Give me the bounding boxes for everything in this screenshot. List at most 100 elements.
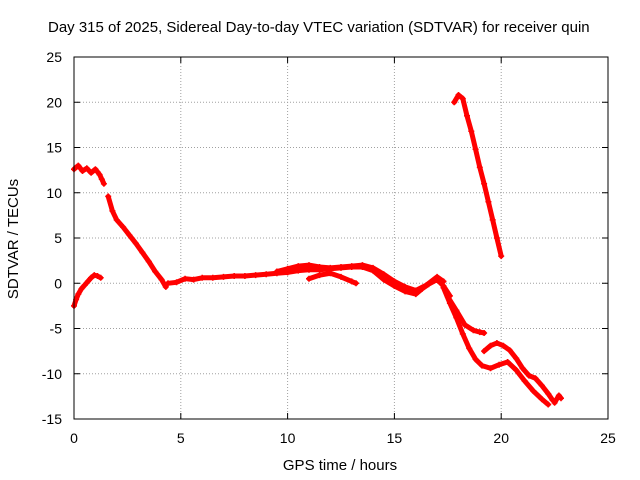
data-point — [479, 362, 485, 369]
data-point — [493, 235, 500, 241]
y-tick-label: 0 — [54, 275, 62, 291]
data-point — [464, 112, 470, 119]
data-point — [455, 92, 462, 98]
data-point — [487, 342, 494, 349]
data-point — [380, 271, 387, 278]
data-point — [98, 176, 105, 183]
data-point — [519, 365, 526, 372]
data-point — [500, 342, 507, 349]
data-point — [306, 275, 312, 282]
data-point — [105, 193, 112, 200]
series-track-early-low — [71, 272, 104, 309]
data-point — [165, 280, 171, 287]
y-tick-label: 20 — [46, 94, 62, 110]
data-point — [380, 276, 387, 283]
y-tick-label: 5 — [54, 230, 62, 246]
data-point — [75, 162, 82, 169]
data-point — [199, 274, 206, 281]
series-band — [552, 393, 564, 406]
x-tick-label: 20 — [493, 430, 509, 446]
data-point — [498, 253, 505, 260]
data-point — [241, 273, 248, 279]
y-tick-label: -5 — [50, 321, 63, 337]
series-track-flat-upper — [273, 262, 447, 294]
series-band — [451, 92, 504, 259]
data-point — [530, 387, 537, 394]
series-track-fall-upper — [444, 293, 488, 336]
data-point — [145, 258, 152, 265]
data-point — [273, 268, 280, 275]
series-track-steep — [451, 92, 505, 260]
data-point — [109, 207, 116, 214]
data-point — [532, 375, 539, 382]
data-point — [120, 224, 127, 231]
series-band — [105, 193, 169, 290]
series-band — [71, 163, 107, 187]
data-point — [209, 274, 216, 281]
series-track-decline — [105, 193, 169, 290]
data-point — [81, 282, 88, 289]
data-point — [370, 264, 376, 271]
y-axis-title: SDTVAR / TECUs — [5, 179, 22, 299]
data-point — [481, 180, 488, 187]
data-point — [97, 274, 104, 281]
data-point — [327, 264, 334, 271]
data-point — [434, 273, 441, 280]
data-point — [485, 198, 492, 205]
data-point — [481, 348, 488, 355]
data-point — [88, 274, 95, 281]
axis-ticks: 0 5 10 15 20 25 -15 -10 -5 0 5 10 15 20 25 — [42, 49, 616, 446]
data-point — [472, 146, 479, 153]
x-tick-label: 5 — [177, 430, 185, 446]
data-point — [284, 265, 291, 272]
data-point — [100, 180, 107, 187]
data-point — [152, 268, 159, 275]
y-tick-label: -10 — [42, 366, 62, 382]
grid — [74, 57, 608, 419]
data-point — [220, 273, 227, 280]
series-track-late-tail — [551, 392, 564, 406]
data-series — [71, 92, 564, 408]
y-tick-label: 15 — [46, 140, 62, 156]
data-point — [468, 128, 475, 135]
data-point — [453, 307, 460, 314]
data-point — [470, 327, 477, 334]
data-point — [451, 99, 458, 106]
data-point — [162, 283, 169, 290]
data-point — [521, 378, 528, 384]
y-tick-label: -15 — [42, 411, 62, 427]
data-point — [231, 273, 238, 279]
data-point — [113, 216, 120, 223]
data-point — [190, 276, 197, 283]
data-point — [412, 287, 419, 294]
data-point — [252, 272, 259, 279]
data-point — [423, 282, 430, 289]
data-point — [553, 396, 560, 403]
x-axis-title: GPS time / hours — [283, 457, 397, 474]
data-point — [513, 367, 520, 374]
data-point — [466, 345, 473, 352]
data-point — [476, 329, 483, 336]
data-point — [139, 249, 146, 256]
data-point — [158, 276, 165, 283]
data-point — [353, 280, 359, 287]
data-point — [338, 273, 344, 280]
data-point — [440, 284, 447, 291]
data-point — [173, 279, 180, 286]
data-point — [402, 283, 409, 290]
y-tick-label: 25 — [46, 49, 62, 65]
data-point — [551, 399, 558, 406]
data-point — [545, 401, 552, 408]
data-point — [504, 359, 511, 365]
data-point — [316, 272, 323, 279]
data-point — [558, 395, 564, 402]
data-point — [476, 164, 483, 171]
data-point — [327, 270, 334, 277]
data-point — [538, 382, 545, 389]
data-point — [126, 232, 133, 239]
y-tick-label: 10 — [46, 185, 62, 201]
data-point — [182, 275, 189, 282]
data-point — [348, 278, 355, 285]
data-point — [391, 278, 398, 285]
